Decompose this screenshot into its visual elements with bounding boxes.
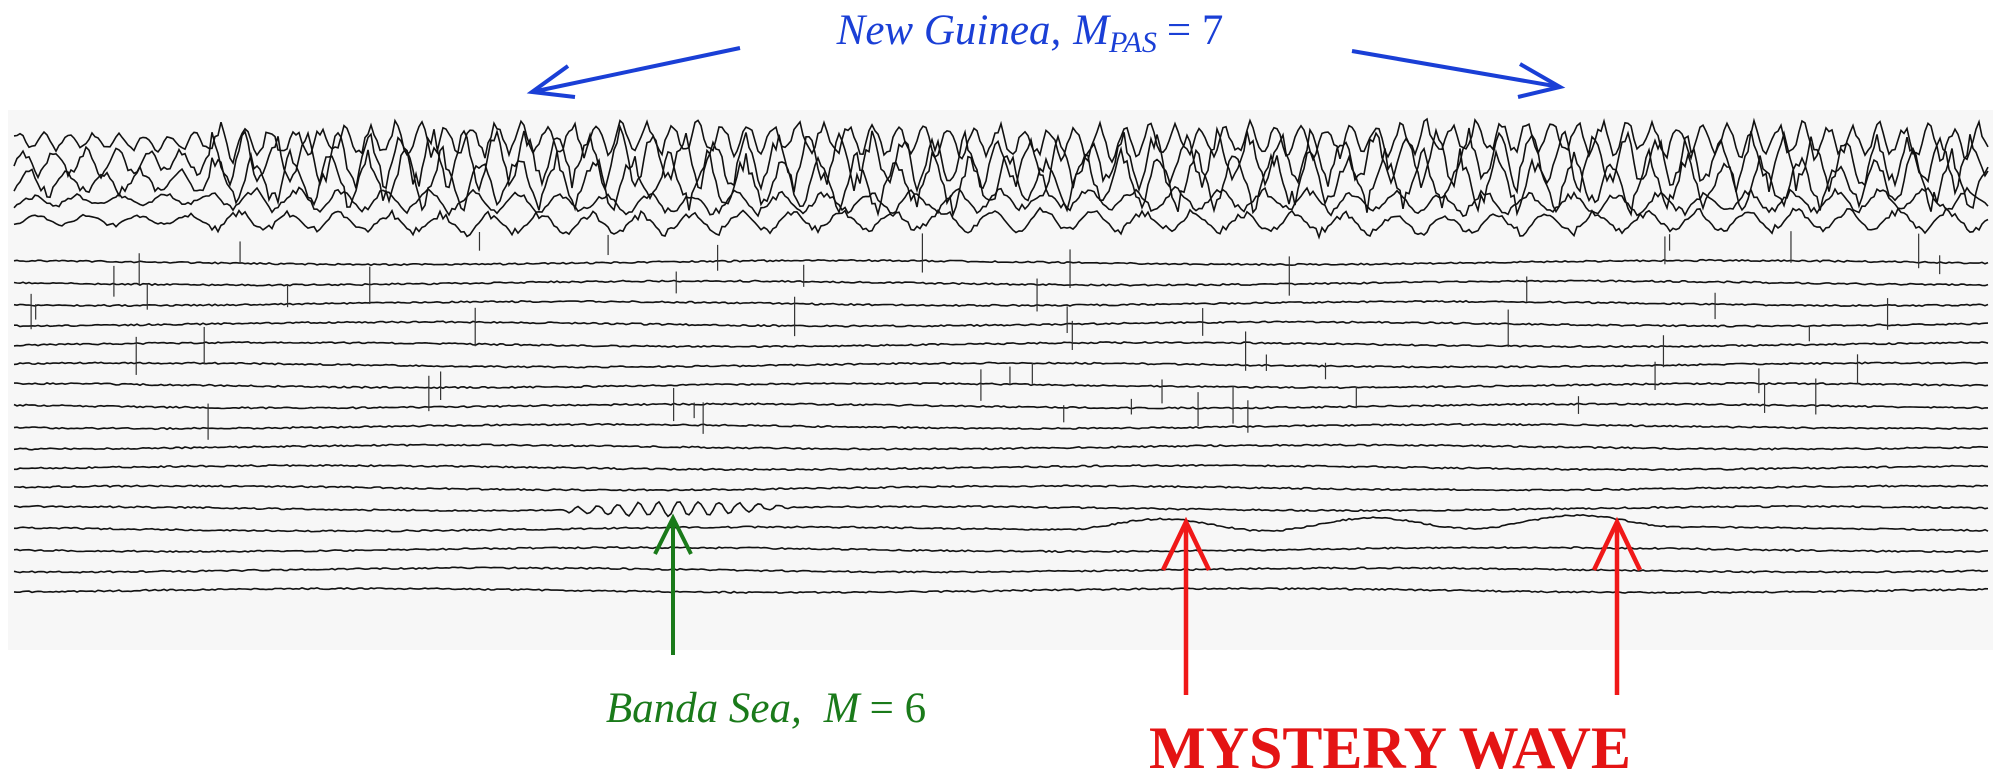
trace: [13, 299, 1989, 308]
trace: [14, 484, 1989, 492]
trace: [13, 566, 1989, 574]
new-guinea-label: New Guinea, MPAS = 7: [836, 7, 1224, 59]
arrow-left-head: [526, 64, 576, 99]
trace: [13, 586, 1989, 595]
blue-arrows: [526, 46, 1566, 99]
trace: [13, 258, 1989, 267]
mystery-wave-label: MYSTERY WAVE: [1149, 715, 1631, 776]
arrow-right: [1351, 49, 1561, 89]
trace: [13, 185, 1989, 218]
trace: [13, 145, 1989, 218]
label-symbol: M: [1072, 7, 1111, 54]
arrow-left: [531, 46, 741, 94]
trace: [14, 381, 1989, 390]
trace: [13, 422, 1989, 431]
trace: [13, 361, 1989, 369]
label-magnitude: = 6: [870, 685, 927, 732]
trace: [14, 463, 1988, 472]
arrow-head: [653, 513, 693, 555]
trace: [13, 279, 1989, 287]
red-arrows: [1160, 516, 1643, 695]
trace: [13, 206, 1989, 240]
label-symbol: M: [823, 685, 862, 732]
trace: [13, 443, 1988, 451]
seismogram-paper: [8, 110, 1993, 650]
arrow-head: [1160, 516, 1212, 571]
trace: [13, 123, 1989, 196]
trace: [13, 545, 1989, 554]
label-subscript: PAS: [1108, 26, 1157, 59]
trace: [13, 402, 1988, 410]
green-arrow: [653, 513, 693, 655]
banda-sea-label: Banda Sea, M = 6: [606, 685, 926, 732]
arrow-head: [1591, 516, 1643, 571]
seismogram-traces: [13, 117, 1989, 595]
label-name: Banda Sea,: [606, 685, 802, 732]
trace: [13, 117, 1989, 166]
trace: [14, 320, 1989, 328]
trace: [14, 513, 1989, 533]
trace: [13, 340, 1989, 349]
arrow-right-head: [1517, 62, 1566, 99]
label-magnitude: = 7: [1167, 7, 1224, 54]
trace: [13, 500, 1989, 518]
label-name: New Guinea,: [836, 7, 1062, 54]
